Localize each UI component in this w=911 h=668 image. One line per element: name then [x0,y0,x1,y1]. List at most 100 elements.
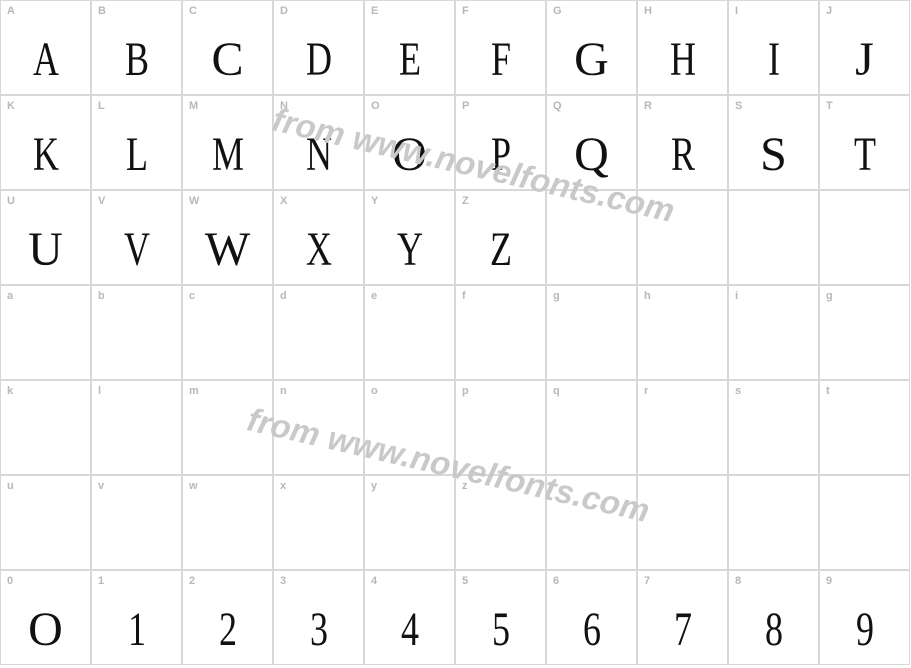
cell-label: k [7,385,13,397]
glyph-cell: g [819,285,910,380]
glyph-cell: QQ [546,95,637,190]
glyph: 9 [856,606,874,654]
cell-label: 3 [280,575,286,587]
cell-label: E [371,5,378,17]
glyph-cell: p [455,380,546,475]
glyph-cell: WW [182,190,273,285]
glyph: Z [490,226,512,274]
glyph: H [669,36,695,84]
glyph-cell: i [728,285,819,380]
glyph-cell: a [0,285,91,380]
glyph-cell: 0O [0,570,91,665]
cell-label: G [553,5,562,17]
glyph-cell: LL [91,95,182,190]
cell-label: O [371,100,380,112]
cell-label: P [462,100,469,112]
cell-label: 5 [462,575,468,587]
cell-label: c [189,290,195,302]
glyph: W [205,226,250,274]
glyph-cell: AA [0,0,91,95]
glyph: C [211,36,243,84]
cell-label: s [735,385,741,397]
cell-label: r [644,385,648,397]
glyph: F [490,36,510,84]
glyph-cell: MM [182,95,273,190]
glyph-cell: m [182,380,273,475]
cell-label: T [826,100,833,112]
glyph-cell: 11 [91,570,182,665]
cell-label: z [462,480,468,492]
glyph-cell: u [0,475,91,570]
glyph: D [305,36,331,84]
glyph-cell: 44 [364,570,455,665]
glyph: S [760,131,787,179]
cell-label: I [735,5,738,17]
cell-label: o [371,385,378,397]
cell-label: 9 [826,575,832,587]
glyph-cell: KK [0,95,91,190]
cell-label: x [280,480,286,492]
cell-label: q [553,385,560,397]
cell-label: 1 [98,575,104,587]
glyph-cell [819,475,910,570]
glyph: A [32,36,58,84]
cell-label: 6 [553,575,559,587]
glyph-cell: 55 [455,570,546,665]
cell-label: g [553,290,560,302]
cell-label: f [462,290,466,302]
glyph-cell: BB [91,0,182,95]
glyph-cell: GG [546,0,637,95]
cell-label: B [98,5,106,17]
glyph-grid: AABBCCDDEEFFGGHHIIJJKKLLMMNNOOPPQQRRSSTT… [0,0,910,665]
glyph-cell: PP [455,95,546,190]
glyph: X [305,226,331,274]
glyph-cell: OO [364,95,455,190]
cell-label: u [7,480,14,492]
cell-label: y [371,480,377,492]
cell-label: a [7,290,13,302]
glyph-cell: SS [728,95,819,190]
cell-label: F [462,5,469,17]
glyph-cell: TT [819,95,910,190]
cell-label: l [98,385,101,397]
glyph-cell: d [273,285,364,380]
cell-label: C [189,5,197,17]
glyph-cell [728,475,819,570]
glyph-cell [819,190,910,285]
glyph: 3 [310,606,328,654]
cell-label: i [735,290,738,302]
cell-label: H [644,5,652,17]
cell-label: 4 [371,575,377,587]
glyph-cell: y [364,475,455,570]
glyph-cell: UU [0,190,91,285]
glyph-cell: l [91,380,182,475]
cell-label: 2 [189,575,195,587]
glyph-cell: h [637,285,728,380]
glyph-cell: t [819,380,910,475]
glyph-cell: s [728,380,819,475]
cell-label: X [280,195,287,207]
glyph-cell: q [546,380,637,475]
glyph: R [670,131,694,179]
glyph-cell: RR [637,95,728,190]
cell-label: M [189,100,198,112]
glyph-cell: DD [273,0,364,95]
glyph: I [768,36,780,84]
cell-label: W [189,195,199,207]
glyph-cell: VV [91,190,182,285]
glyph: 1 [128,606,146,654]
glyph: P [490,131,510,179]
glyph-cell [637,475,728,570]
glyph: Y [396,226,422,274]
cell-label: D [280,5,288,17]
cell-label: R [644,100,652,112]
cell-label: 8 [735,575,741,587]
glyph-cell [546,475,637,570]
glyph-cell: 22 [182,570,273,665]
glyph-cell: XX [273,190,364,285]
cell-label: m [189,385,199,397]
glyph-cell: HH [637,0,728,95]
cell-label: V [98,195,105,207]
glyph-cell [637,190,728,285]
glyph-cell: n [273,380,364,475]
